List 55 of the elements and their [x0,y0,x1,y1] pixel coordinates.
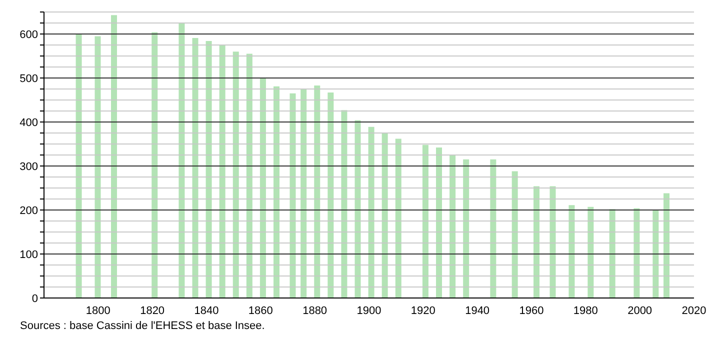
bar [422,144,428,298]
bar [94,36,101,298]
bar [246,54,252,298]
source-note: Sources : base Cassini de l'EHESS et base Insee. [20,320,266,332]
bar [314,85,320,298]
y-tick-label: 500 [20,72,38,85]
bar [274,86,280,298]
bar [534,186,540,298]
bar [568,205,575,298]
bar [290,93,296,298]
bar [395,138,402,298]
bar [232,52,239,298]
bar [76,34,82,298]
bar [450,154,456,298]
bar [152,32,158,298]
bar [664,193,670,298]
bar [634,208,640,298]
bar [300,89,307,298]
bar [652,210,659,298]
bar [382,133,388,298]
x-tick-label: 1980 [573,304,598,317]
bar [328,92,334,298]
y-tick-label: 0 [32,292,38,305]
bar [512,171,518,298]
x-tick-label: 1880 [302,304,328,317]
bar [341,110,348,298]
x-tick-label: 1920 [410,304,436,317]
x-tick-label: 2020 [682,304,706,317]
bar [463,159,470,298]
bar [178,23,185,298]
x-tick-label: 1840 [194,304,219,317]
x-tick-label: 1820 [140,304,165,317]
bar [111,15,117,298]
bar [490,159,496,298]
bar [368,126,374,298]
bar [354,120,361,298]
y-tick-label: 100 [20,248,38,261]
bar [436,148,442,298]
bar [260,78,266,298]
x-tick-label: 1800 [86,304,110,317]
y-tick-label: 200 [20,204,38,217]
x-tick-label: 1960 [519,304,544,317]
x-tick-label: 1900 [356,304,382,317]
bar [192,38,198,298]
bar [219,45,226,298]
x-tick-label: 1940 [465,304,490,317]
x-tick-label: 1860 [248,304,273,317]
bar [206,41,212,298]
bar [588,206,594,298]
y-tick-label: 600 [20,28,38,41]
bar [550,186,556,298]
bar [609,209,616,298]
y-tick-label: 300 [20,160,38,173]
x-tick-label: 2000 [628,304,652,317]
y-tick-label: 400 [20,116,38,129]
